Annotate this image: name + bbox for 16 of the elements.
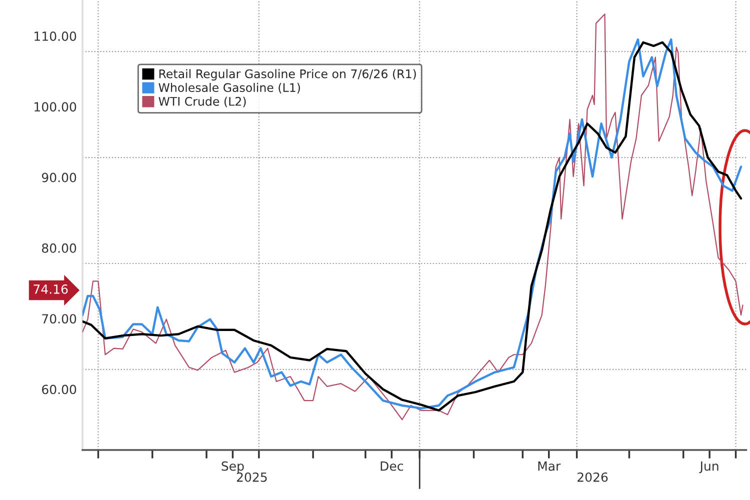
- y-tick-label: 110.00: [34, 32, 76, 41]
- x-tick-label: Mar: [538, 461, 561, 471]
- y-tick-label: 100.00: [34, 102, 76, 112]
- legend-label: Retail Regular Gasoline Price on 7/6/26 (R1): [159, 69, 416, 81]
- text: 74.16: [34, 284, 68, 294]
- y-tick-label: 70.00: [42, 314, 76, 324]
- y-tick-label: 90.00: [42, 172, 76, 182]
- y-tick-label: 60.00: [42, 384, 76, 394]
- x-tick-label: Sep: [222, 461, 244, 474]
- y-tick-label: 80.00: [42, 243, 76, 253]
- legend-label: WTI Crude (L2): [158, 96, 246, 108]
- legend-label: Wholesale Gasoline (L1): [158, 82, 300, 94]
- x-tick-label: Jun: [699, 461, 718, 474]
- x-tick-label: Dec: [380, 461, 403, 471]
- x2-tick-label: 2025: [236, 472, 267, 482]
- x2-tick-label: 2026: [578, 472, 608, 482]
